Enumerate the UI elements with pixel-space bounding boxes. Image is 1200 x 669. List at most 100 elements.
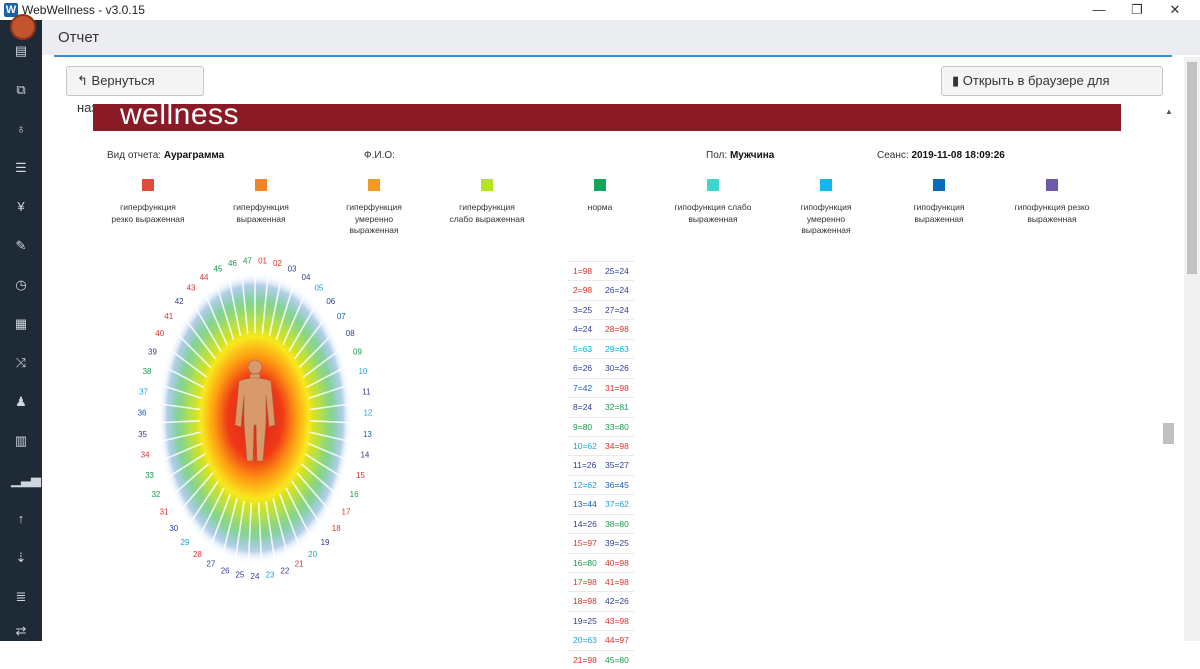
legend-item: гиперфункция слабо выраженная bbox=[432, 179, 542, 225]
legend-item: гиперфункция резко выраженная bbox=[93, 179, 203, 225]
value-cell: 44=97 bbox=[605, 635, 629, 646]
cutlery-icon[interactable]: ¥ bbox=[17, 199, 25, 214]
legend-swatch bbox=[481, 179, 493, 191]
bar-chart-icon[interactable]: ▥ bbox=[14, 433, 28, 448]
value-cell: 30=26 bbox=[605, 363, 629, 374]
aura-label: 21 bbox=[295, 559, 304, 568]
value-cell: 4=24 bbox=[573, 324, 593, 335]
value-row: 10=62 34=98 bbox=[568, 435, 634, 455]
value-cell: 43=98 bbox=[605, 615, 629, 626]
legend-swatch bbox=[933, 179, 945, 191]
aura-label: 37 bbox=[139, 388, 148, 397]
session-label: Сеанс: bbox=[877, 150, 909, 161]
value-row: 12=62 36=45 bbox=[568, 474, 634, 494]
signal-icon[interactable]: ▁▃▅ bbox=[11, 472, 41, 487]
aura-label: 47 bbox=[243, 256, 252, 265]
file-icon: ▮ bbox=[952, 73, 960, 88]
value-row: 15=97 39=25 bbox=[568, 533, 634, 552]
aura-label: 19 bbox=[321, 538, 330, 547]
value-row: 2=98 26=24 bbox=[568, 280, 634, 299]
aura-label: 30 bbox=[169, 524, 178, 533]
aura-label: 11 bbox=[362, 388, 371, 397]
id-card-icon[interactable]: ▤ bbox=[14, 43, 28, 58]
legend-swatch bbox=[820, 179, 832, 191]
arrow-up-icon[interactable]: ↑ bbox=[17, 511, 25, 526]
back-button[interactable]: ↰ Вернуться назад bbox=[66, 66, 204, 115]
value-cell: 18=98 bbox=[573, 596, 597, 607]
value-cell: 19=25 bbox=[573, 615, 597, 626]
aura-label: 42 bbox=[175, 297, 184, 306]
exchange-icon[interactable]: ⇄ bbox=[15, 623, 27, 638]
legend-item: гипофункция слабо выраженная bbox=[658, 179, 768, 225]
value-cell: 35=27 bbox=[605, 460, 629, 471]
legend-label-line: выраженная bbox=[914, 213, 964, 224]
list-icon[interactable]: ≣ bbox=[15, 589, 27, 604]
legend-label-line: гипофункция bbox=[913, 202, 965, 212]
page-scroll-thumb[interactable] bbox=[1187, 62, 1197, 274]
legend-label-line: выраженная bbox=[349, 225, 399, 235]
aura-label: 18 bbox=[332, 524, 341, 533]
legend-label-line: выраженная bbox=[1027, 213, 1077, 224]
value-cell: 5=63 bbox=[573, 343, 593, 354]
aura-label: 45 bbox=[213, 265, 222, 274]
calculator-icon[interactable]: ▦ bbox=[14, 316, 28, 331]
print-button[interactable]: ▮ Открыть в браузере для печати bbox=[941, 66, 1163, 115]
legend-label: гипофункция резко выраженная bbox=[997, 202, 1107, 225]
aura-label: 32 bbox=[151, 490, 160, 499]
report-scroll-thumb[interactable] bbox=[1163, 423, 1174, 444]
value-cell: 38=80 bbox=[605, 518, 629, 529]
gender-value: Мужчина bbox=[729, 150, 775, 161]
aura-label: 23 bbox=[266, 571, 275, 580]
legend-label: гиперфункция слабо выраженная bbox=[432, 202, 542, 225]
sort-numeric-icon[interactable]: ⇣ bbox=[15, 550, 27, 565]
aura-label: 44 bbox=[200, 273, 209, 282]
aura-label: 08 bbox=[346, 329, 355, 338]
avatar[interactable] bbox=[10, 14, 36, 40]
restore-button[interactable]: ❐ bbox=[1131, 2, 1143, 17]
legend-label: гипофункция умеренно выраженная bbox=[771, 202, 881, 237]
shuffle-icon[interactable]: ⤨ bbox=[15, 355, 27, 370]
legend-label-line: выраженная bbox=[801, 225, 851, 235]
copy-icon[interactable]: ⧉ bbox=[16, 82, 26, 97]
report-type-value: Аураграмма bbox=[163, 150, 225, 161]
gender-label: Пол: bbox=[706, 150, 728, 161]
value-cell: 10=62 bbox=[573, 440, 597, 451]
legend-label: норма bbox=[545, 202, 655, 214]
legend-label-line: резко выраженная bbox=[111, 213, 185, 224]
value-cell: 36=45 bbox=[605, 479, 629, 490]
legend-swatch bbox=[368, 179, 380, 191]
legend-swatch bbox=[594, 179, 606, 191]
value-cell: 11=26 bbox=[573, 460, 597, 471]
value-cell: 27=24 bbox=[605, 304, 629, 315]
close-button[interactable]: ✕ bbox=[1169, 2, 1181, 17]
stethoscope-icon[interactable]: ♁ bbox=[16, 121, 26, 136]
value-row: 9=80 33=80 bbox=[568, 416, 634, 436]
scroll-up-arrow[interactable]: ▲ bbox=[1165, 107, 1173, 116]
legend-item: гиперфункция умеренно выраженная bbox=[319, 179, 429, 237]
minimize-button[interactable]: — bbox=[1092, 2, 1106, 17]
value-cell: 20=63 bbox=[573, 635, 597, 646]
report-scrollbar[interactable] bbox=[1161, 101, 1177, 637]
aura-label: 24 bbox=[251, 572, 260, 581]
page-title: Отчет bbox=[58, 29, 100, 46]
clock-icon[interactable]: ◷ bbox=[15, 277, 27, 292]
value-row: 7=42 31=98 bbox=[568, 377, 634, 397]
legend-swatch bbox=[707, 179, 719, 191]
aura-label: 35 bbox=[138, 430, 147, 439]
aura-label: 09 bbox=[353, 347, 362, 356]
legend-item: гипофункция выраженная bbox=[884, 179, 994, 225]
pencil-icon[interactable]: ✎ bbox=[15, 238, 27, 253]
value-row: 14=26 38=80 bbox=[568, 513, 634, 533]
person-icon[interactable]: ♟ bbox=[15, 394, 27, 409]
legend-label-line: гипофункция bbox=[800, 202, 852, 212]
value-cell: 32=81 bbox=[605, 402, 629, 413]
sliders-icon[interactable]: ☰ bbox=[15, 160, 27, 175]
value-row: 16=80 40=98 bbox=[568, 552, 634, 572]
value-row: 19=25 43=98 bbox=[568, 610, 634, 630]
legend-label: гиперфункция умеренно выраженная bbox=[319, 202, 429, 237]
aura-label: 05 bbox=[314, 284, 323, 293]
legend-label-line: гиперфункция bbox=[346, 202, 402, 212]
aura-label: 41 bbox=[164, 312, 173, 321]
aura-label: 25 bbox=[235, 571, 244, 580]
